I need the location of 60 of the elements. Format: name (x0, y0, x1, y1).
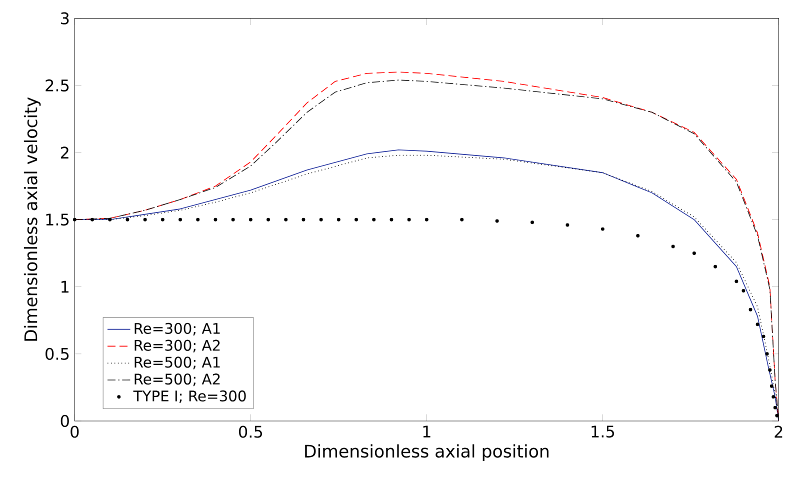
point (390, 218, 394, 222)
y-tick-label: 3 (61, 12, 69, 24)
point (319, 218, 323, 222)
point (372, 218, 376, 222)
point (302, 218, 306, 222)
point (108, 218, 112, 222)
legend-label: Re=500; A1 (134, 356, 220, 370)
x-tick-label: 2 (774, 426, 782, 438)
point (90, 218, 94, 222)
legend-label: Re=300; A2 (134, 340, 220, 352)
point (143, 218, 147, 222)
point (160, 218, 164, 222)
point (692, 251, 696, 255)
point (765, 352, 769, 356)
point (748, 308, 752, 312)
y-axis-title: Dimensionless axial velocity (24, 97, 41, 341)
point (424, 218, 428, 222)
point (284, 218, 288, 222)
point (530, 220, 534, 224)
point (714, 264, 718, 268)
point (775, 414, 779, 418)
point (266, 218, 270, 222)
point (772, 395, 776, 399)
point (196, 218, 200, 222)
point (756, 322, 760, 326)
point (636, 234, 640, 238)
point (248, 218, 252, 222)
x-tick-label: 0 (70, 426, 79, 438)
point (336, 218, 340, 222)
point (214, 218, 218, 222)
point (126, 218, 130, 222)
legend-label: Re=500; A2 (134, 374, 220, 386)
point (72, 218, 76, 222)
x-tick-label: 1.5 (592, 426, 614, 438)
point (742, 289, 746, 293)
point (407, 218, 411, 222)
point (770, 384, 774, 388)
x-axis-title: Dimensionless axial position (305, 444, 548, 462)
x-tick-label: 1 (423, 426, 430, 438)
point (566, 223, 570, 227)
y-tick-label: 1 (62, 280, 68, 293)
point (768, 368, 772, 372)
point (178, 218, 182, 222)
point (460, 218, 464, 222)
point (231, 218, 235, 222)
y-tick-label: 2.5 (46, 79, 69, 92)
point (671, 244, 675, 248)
legend-label: Re=300; A1 (134, 322, 220, 336)
y-tick-label: 2 (60, 146, 68, 158)
point (762, 334, 766, 338)
point (734, 280, 738, 284)
y-tick-label: 0.5 (46, 348, 69, 360)
legend-label: TYPE I; Re=300 (133, 390, 246, 403)
y-tick-label: 1.5 (46, 214, 69, 226)
point (495, 219, 499, 223)
x-tick-label: 0.5 (239, 426, 262, 438)
point (773, 406, 777, 410)
point (600, 227, 604, 231)
y-tick-label: 0 (60, 414, 69, 428)
point (354, 218, 358, 222)
